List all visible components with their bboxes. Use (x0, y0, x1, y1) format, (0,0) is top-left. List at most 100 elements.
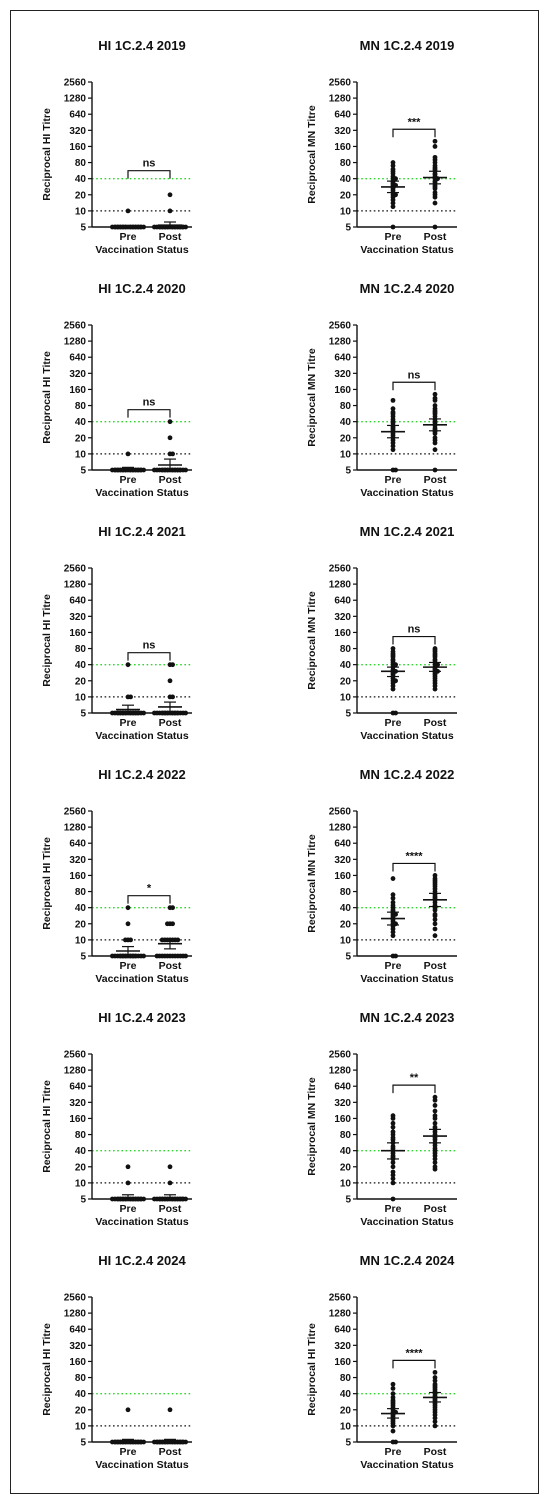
data-point (167, 435, 173, 441)
y-tick-label: 80 (75, 1373, 87, 1384)
y-tick-label: 40 (340, 417, 352, 428)
chart-svg: MN 1C.2.4 2021 5 10 20 40 80 160 320 640 1280 2560… (306, 524, 457, 742)
y-tick-label: 2560 (329, 78, 352, 89)
chart-svg: MN 1C.2.4 2023 5 10 20 40 80 160 320 640 1280 2560… (306, 1010, 457, 1228)
data-point (141, 953, 147, 959)
data-point (393, 710, 398, 716)
data-point (167, 419, 173, 425)
chart-title: MN 1C.2.4 2019 (360, 38, 455, 53)
y-tick-label: 1280 (64, 823, 87, 834)
chart-panel: HI 1C.2.4 2024 5 10 20 40 80 160 320 640 1280 2560… (10, 1225, 275, 1471)
y-tick-label: 80 (75, 887, 87, 898)
data-point (170, 905, 176, 911)
y-tick-label: 2560 (64, 1293, 87, 1304)
data-point (390, 1164, 396, 1170)
y-tick-label: 10 (75, 692, 87, 703)
significance-label: * (147, 883, 152, 895)
data-point (390, 1160, 396, 1165)
data-point (390, 895, 396, 901)
y-tick-label: 640 (334, 839, 351, 850)
data-point (390, 892, 396, 898)
data-point (183, 710, 189, 716)
data-point (152, 710, 157, 716)
y-tick-label: 1280 (64, 94, 87, 105)
y-tick-label: 320 (334, 1341, 351, 1352)
data-point (432, 224, 438, 230)
data-point (170, 921, 176, 927)
y-tick-label: 5 (80, 1195, 86, 1206)
significance-label: *** (408, 116, 422, 128)
x-axis-label: Vaccination Status (360, 244, 454, 256)
y-tick-label: 160 (334, 871, 351, 882)
y-tick-label: 640 (334, 1082, 351, 1093)
y-tick-label: 2560 (329, 1293, 352, 1304)
significance-bracket (127, 409, 171, 418)
data-point (432, 1113, 438, 1119)
data-point (390, 1113, 396, 1119)
significance-bracket (392, 128, 436, 138)
y-tick-label: 320 (334, 126, 351, 137)
data-point (177, 467, 183, 473)
data-point (432, 1381, 438, 1387)
data-point (432, 1108, 438, 1114)
data-point (393, 1439, 398, 1445)
y-axis-label: Reciprocal HI Titre (41, 108, 53, 201)
x-tick-label: Post (424, 960, 447, 972)
data-point (393, 953, 398, 959)
chart-title: MN 1C.2.4 2024 (360, 1253, 455, 1268)
x-axis-label: Vaccination Status (95, 973, 189, 985)
y-tick-label: 5 (345, 709, 351, 720)
data-point (432, 1124, 438, 1130)
y-tick-label: 160 (69, 385, 86, 396)
y-tick-label: 2560 (64, 78, 87, 89)
chart-title: HI 1C.2.4 2024 (98, 1253, 186, 1268)
data-point (175, 710, 180, 716)
data-point (390, 160, 396, 165)
data-point (125, 1407, 131, 1413)
y-tick-label: 5 (345, 466, 351, 477)
y-tick-label: 640 (334, 596, 351, 607)
significance-bracket (392, 1359, 436, 1369)
data-point (432, 190, 438, 195)
chart-svg: HI 1C.2.4 2019 5 10 20 40 80 160 320 640 1280 2560… (41, 38, 192, 256)
y-tick-label: 160 (69, 1357, 86, 1368)
chart-panel: MN 1C.2.4 2022 5 10 20 40 80 160 320 640 1280 2560… (275, 739, 540, 985)
data-point (432, 154, 438, 160)
chart-svg: MN 1C.2.4 2024 5 10 20 40 80 160 320 640 1280 2560… (306, 1253, 457, 1471)
y-tick-label: 10 (75, 1178, 87, 1189)
y-tick-label: 10 (340, 1178, 352, 1189)
x-tick-label: Pre (385, 960, 402, 972)
data-point (390, 397, 396, 403)
x-axis-label: Vaccination Status (95, 730, 189, 742)
y-tick-label: 5 (80, 466, 86, 477)
y-tick-label: 2560 (64, 564, 87, 575)
y-tick-label: 1280 (329, 94, 352, 105)
data-point (432, 873, 438, 878)
data-point (152, 467, 157, 473)
data-point (432, 1423, 438, 1429)
y-axis-label: Reciprocal MN Titre (306, 591, 318, 690)
y-axis-label: Reciprocal HI Titre (41, 1323, 53, 1416)
y-tick-label: 20 (75, 1162, 87, 1173)
x-axis-label: Vaccination Status (360, 1459, 454, 1471)
x-tick-label: Post (424, 474, 447, 486)
data-point (128, 694, 133, 700)
x-axis-label: Vaccination Status (360, 487, 454, 499)
y-axis-label: Reciprocal HI Titre (41, 351, 53, 444)
data-point (390, 447, 396, 453)
data-point (125, 208, 131, 214)
data-point (390, 409, 396, 415)
data-point (432, 926, 438, 932)
data-point (390, 1386, 396, 1391)
y-tick-label: 20 (340, 676, 352, 687)
y-tick-label: 80 (75, 644, 87, 655)
y-tick-label: 80 (340, 1130, 352, 1141)
data-point (390, 876, 396, 881)
significance-bracket (127, 652, 171, 661)
chart-panel: HI 1C.2.4 2022 5 10 20 40 80 160 320 640 1280 2560… (10, 739, 275, 985)
data-point (170, 694, 176, 700)
y-tick-label: 1280 (64, 337, 87, 348)
y-tick-label: 640 (334, 110, 351, 121)
x-tick-label: Pre (120, 1203, 137, 1215)
data-point (390, 224, 396, 230)
